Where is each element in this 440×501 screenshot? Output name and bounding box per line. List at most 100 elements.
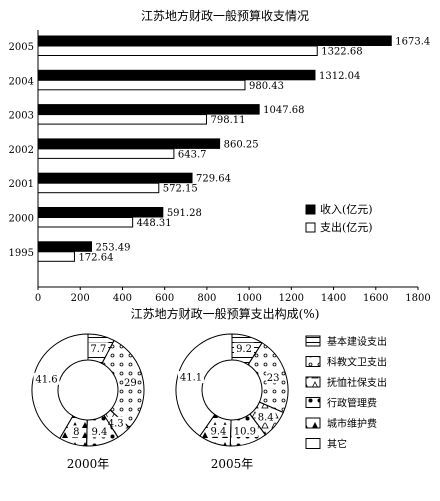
bar-group-2004: 2004 1312.04 980.43 xyxy=(9,69,360,92)
bar-expense xyxy=(37,148,175,159)
donut-slice xyxy=(175,333,233,437)
legend-label: 基本建设支出 xyxy=(327,335,387,348)
donut-label-bg xyxy=(208,424,229,437)
legend-item: 抚恤社保支出 xyxy=(305,376,387,389)
bar-value-label: 448.31 xyxy=(137,218,172,229)
category-label: 2004 xyxy=(9,76,34,87)
bar-value-label: 1047.68 xyxy=(263,105,304,116)
bar-expense xyxy=(37,251,75,262)
category-label: 2002 xyxy=(9,145,34,156)
donut-value-label: 41.1 xyxy=(180,373,202,384)
donut-label-bg xyxy=(255,410,276,423)
legend-label: 行政管理费 xyxy=(327,397,377,410)
donut-slice xyxy=(31,333,89,440)
donut-label-bg xyxy=(123,376,138,389)
bar-value-label: 860.25 xyxy=(224,139,259,150)
legend-item: 其它 xyxy=(305,438,347,451)
bar-income xyxy=(37,35,392,46)
donut-value-label: 8 xyxy=(73,427,79,438)
bar-value-label: 798.11 xyxy=(210,115,245,126)
bar-chart: 江苏地方财政一般预算收支情况 2005 1673.4 1322.68 2004 1312… xyxy=(9,8,431,304)
bar-value-label: 1312.04 xyxy=(319,71,360,82)
bar-value-label: 1673.4 xyxy=(395,37,430,48)
donut-pies: 7.7294.39.4841.62000年9.2238.410.99.441.1… xyxy=(31,333,289,471)
legend-swatch xyxy=(305,356,321,367)
donut-label-bg xyxy=(33,372,60,385)
legend-item: 基本建设支出 xyxy=(305,335,387,348)
donut-value-label: 7.7 xyxy=(90,344,106,355)
bar-expense xyxy=(37,79,246,91)
bar-chart-title: 江苏地方财政一般预算收支情况 xyxy=(141,8,309,23)
donut-slice xyxy=(101,339,145,429)
donut-value-label: 8.4 xyxy=(258,412,274,423)
bar-group-2002: 2002 860.25 643.7 xyxy=(9,138,259,160)
donut-value-label: 10.9 xyxy=(234,427,256,438)
bar-group-2005: 2005 1673.4 1322.68 xyxy=(9,35,430,58)
bar-income xyxy=(37,104,260,115)
category-label: 1995 xyxy=(9,248,34,259)
category-label: 2005 xyxy=(9,42,34,53)
bar-value-label: 591.28 xyxy=(167,208,202,219)
donut-label-bg xyxy=(177,371,204,384)
bar-income xyxy=(37,207,164,218)
category-label: 2003 xyxy=(9,111,34,122)
legend-swatch xyxy=(305,335,321,347)
legend-label: 科教文卫支出 xyxy=(327,356,387,369)
donut-chart: 江苏地方财政一般预算支出构成(%) 7.7294.39.4841.62000年9… xyxy=(31,306,387,471)
legend-label: 城市维护费 xyxy=(327,417,377,430)
donut-year-label: 2005年 xyxy=(211,457,254,471)
bar-income xyxy=(37,69,316,81)
legend-label-income: 收入(亿元) xyxy=(320,202,373,216)
bar-value-label: 729.64 xyxy=(196,174,231,185)
bar-value-label: 643.7 xyxy=(178,149,207,160)
legend-item: 行政管理费 xyxy=(305,397,377,410)
bar-income xyxy=(37,138,221,149)
donut-label-bg xyxy=(234,342,255,355)
x-tick-label: 600 xyxy=(155,293,174,304)
bar-expense xyxy=(37,45,318,56)
legend-item: 城市维护费 xyxy=(305,417,377,430)
donut-0: 7.7 29 4.39.4 8 41.6 2000年 xyxy=(31,333,145,471)
donut-label-bg xyxy=(266,371,281,384)
legend-label: 抚恤社保支出 xyxy=(327,376,387,389)
x-tick-label: 1200 xyxy=(279,293,304,304)
legend-swatch-expense xyxy=(305,222,316,233)
legend-item: 科教文卫支出 xyxy=(305,356,387,369)
bar-income xyxy=(37,172,193,184)
donut-label-bg xyxy=(89,425,110,438)
legend-swatch xyxy=(305,376,321,388)
x-tick-label: 1000 xyxy=(236,293,261,304)
category-label: 2000 xyxy=(9,214,34,225)
legend-swatch xyxy=(305,438,321,449)
bar-legend: 收入(亿元) 支出(亿元) xyxy=(305,202,373,234)
x-tick-label: 400 xyxy=(113,293,132,304)
legend-label-expense: 支出(亿元) xyxy=(320,220,373,234)
x-tick-label: 0 xyxy=(35,293,41,304)
bar-expense xyxy=(37,114,207,125)
donut-value-label: 9.2 xyxy=(236,344,252,355)
x-tick-label: 1800 xyxy=(405,293,430,304)
bar-value-label: 980.43 xyxy=(249,81,284,92)
donut-value-label: 41.6 xyxy=(35,374,57,385)
donut-value-label: 9.4 xyxy=(92,427,108,438)
donut-label-bg xyxy=(72,425,81,438)
x-tick-label: 200 xyxy=(71,293,90,304)
legend-swatch xyxy=(305,397,321,408)
donut-value-label: 4.3 xyxy=(108,418,124,429)
legend-swatch-income xyxy=(305,204,316,215)
bar-expense xyxy=(37,217,134,228)
bar-value-label: 172.64 xyxy=(78,252,113,263)
category-label: 2001 xyxy=(9,179,34,190)
x-tick-label: 1400 xyxy=(321,293,346,304)
x-tick-label: 800 xyxy=(197,293,216,304)
bar-value-label: 1322.68 xyxy=(321,47,362,58)
bar-expense xyxy=(37,182,160,194)
donut-label-bg xyxy=(231,425,258,438)
donut-year-label: 2000年 xyxy=(67,457,110,471)
x-tick-label: 1600 xyxy=(363,293,388,304)
bar-value-label: 572.15 xyxy=(163,184,198,195)
donut-chart-title: 江苏地方财政一般预算支出构成(%) xyxy=(131,306,320,321)
